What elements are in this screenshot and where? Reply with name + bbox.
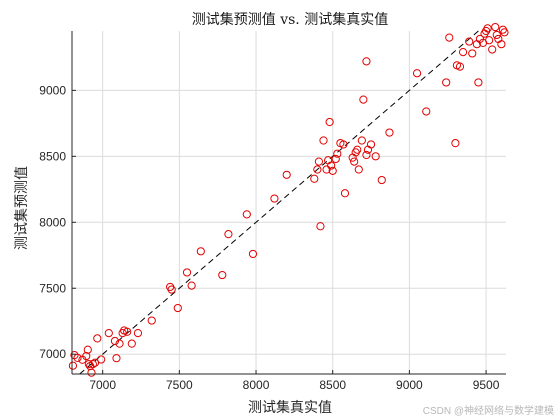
data-point bbox=[485, 36, 494, 45]
x-tick-label: 8000 bbox=[243, 378, 270, 392]
data-point bbox=[90, 358, 100, 367]
data-point bbox=[455, 62, 465, 71]
data-point bbox=[325, 117, 334, 127]
data-point bbox=[359, 95, 368, 104]
data-point bbox=[316, 222, 325, 231]
data-point bbox=[492, 30, 501, 40]
data-point bbox=[458, 48, 468, 57]
data-point bbox=[340, 189, 350, 198]
reference-line bbox=[79, 30, 479, 375]
data-point bbox=[366, 140, 376, 149]
data-point bbox=[73, 353, 82, 363]
x-tick-label: 7000 bbox=[89, 378, 116, 392]
data-point bbox=[354, 165, 363, 174]
data-point bbox=[123, 327, 132, 336]
data-point bbox=[248, 249, 258, 259]
data-point bbox=[187, 281, 196, 290]
data-point bbox=[167, 285, 176, 294]
data-point bbox=[500, 28, 509, 37]
data-point bbox=[331, 154, 340, 164]
data-point bbox=[83, 345, 92, 354]
x-tick-label: 9000 bbox=[396, 378, 423, 392]
data-point bbox=[350, 157, 359, 166]
reference-line-layer bbox=[79, 30, 479, 375]
data-point bbox=[242, 210, 251, 219]
data-point bbox=[339, 140, 348, 149]
data-point bbox=[333, 149, 342, 158]
data-point bbox=[115, 339, 124, 348]
data-point bbox=[68, 361, 78, 370]
data-point bbox=[362, 57, 371, 66]
y-tick-label: 7500 bbox=[39, 281, 66, 295]
data-point bbox=[491, 22, 500, 32]
chart-title: 测试集预测值 vs. 测试集真实值 bbox=[192, 11, 388, 28]
data-point bbox=[362, 150, 371, 160]
x-tick-label: 9500 bbox=[473, 378, 500, 392]
data-point bbox=[104, 329, 113, 338]
data-point bbox=[218, 270, 227, 280]
data-points bbox=[68, 22, 509, 377]
data-point bbox=[497, 40, 506, 49]
data-point bbox=[442, 78, 451, 87]
data-point bbox=[88, 360, 97, 369]
data-point bbox=[445, 33, 454, 42]
data-point bbox=[173, 303, 182, 313]
data-point bbox=[371, 152, 380, 161]
grid-lines bbox=[72, 31, 506, 374]
data-point bbox=[270, 194, 279, 203]
watermark: CSDN @神经网络与数学建模 bbox=[422, 406, 554, 417]
x-tick-label: 8500 bbox=[319, 378, 346, 392]
data-point bbox=[87, 368, 96, 377]
data-point bbox=[327, 161, 336, 170]
axes bbox=[71, 31, 506, 375]
data-point bbox=[127, 339, 136, 348]
data-point bbox=[488, 45, 497, 54]
data-point bbox=[310, 174, 319, 183]
x-tick-label: 7500 bbox=[166, 378, 193, 392]
data-point bbox=[147, 316, 156, 325]
data-point bbox=[196, 247, 205, 256]
data-point bbox=[353, 145, 362, 154]
data-point bbox=[385, 128, 394, 137]
y-axis-label: 测试集预测值 bbox=[13, 166, 30, 250]
data-point bbox=[377, 175, 386, 185]
data-point bbox=[82, 351, 91, 361]
data-point bbox=[93, 334, 102, 343]
data-point bbox=[422, 107, 431, 116]
tick-labels: 7000 7500 8000 8500 9000 9500 7000 7500 8000 8500… bbox=[39, 83, 499, 392]
data-point bbox=[182, 268, 192, 277]
data-point bbox=[474, 78, 483, 87]
data-point bbox=[224, 230, 233, 239]
y-tick-label: 9000 bbox=[39, 83, 66, 97]
data-point bbox=[84, 360, 93, 369]
data-point bbox=[451, 139, 460, 148]
data-point bbox=[328, 166, 337, 175]
data-point bbox=[313, 165, 322, 174]
y-tick-label: 8500 bbox=[39, 149, 66, 163]
data-point bbox=[412, 69, 422, 78]
data-point bbox=[110, 336, 120, 346]
x-axis-label: 测试集真实值 bbox=[248, 399, 332, 416]
data-point bbox=[319, 136, 328, 145]
y-tick-label: 7000 bbox=[39, 347, 66, 361]
data-point bbox=[282, 170, 291, 179]
data-point bbox=[483, 24, 492, 33]
data-point bbox=[314, 157, 324, 166]
data-point bbox=[465, 37, 474, 46]
data-point bbox=[97, 355, 106, 364]
y-tick-label: 8000 bbox=[39, 215, 66, 229]
data-point bbox=[112, 354, 121, 363]
data-point bbox=[324, 156, 333, 165]
data-point bbox=[133, 329, 143, 338]
data-point bbox=[357, 136, 366, 145]
data-point bbox=[468, 49, 477, 58]
